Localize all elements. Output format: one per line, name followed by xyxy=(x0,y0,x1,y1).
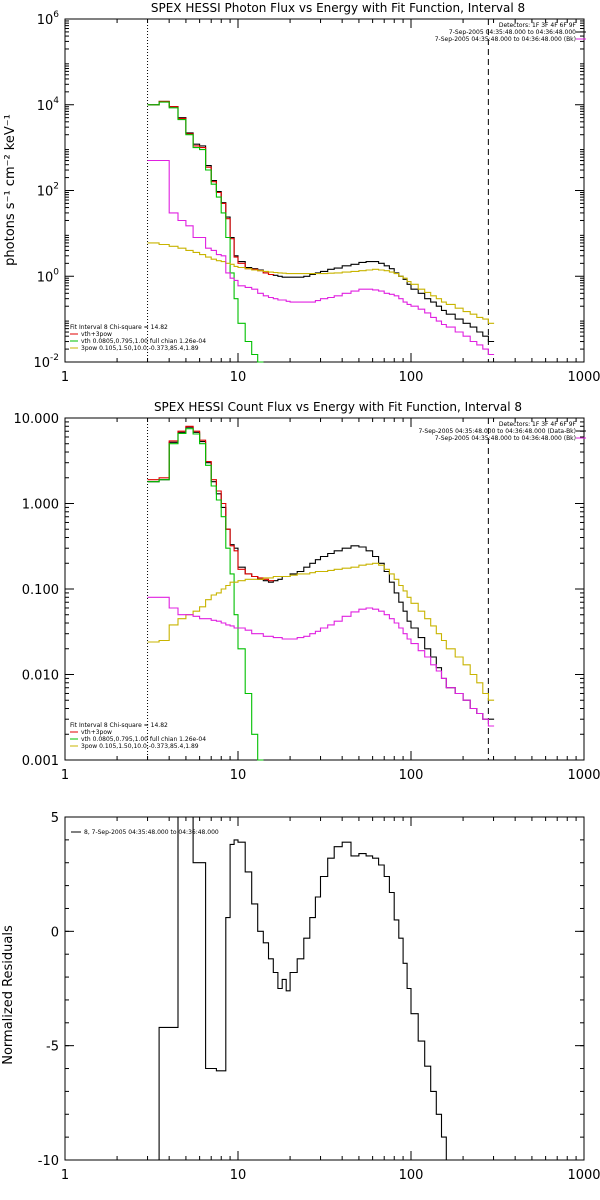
series-line-0 xyxy=(147,426,495,720)
y-tick-label: 5 xyxy=(51,811,59,826)
legend-label: vth+3pow xyxy=(81,729,112,736)
y-tick-label: 0.100 xyxy=(22,583,59,598)
x-tick-label: 1 xyxy=(61,1168,69,1183)
y-axis-label: photons s⁻¹ cm⁻² keV⁻¹ xyxy=(3,114,18,266)
x-tick-label: 10 xyxy=(230,768,247,783)
plot-area: 1 10 100 1000 10-2 100 102 104 106 Detectors: 1F … xyxy=(33,10,600,385)
y-tick-label: 10-2 xyxy=(33,353,59,371)
legend-label: 7-Sep-2005 04:35:48.000 to 04:36:48.000 … xyxy=(435,36,576,43)
legend-label: 7-Sep-2005 04:35:48.000 to 04:36:48.000 xyxy=(449,29,576,36)
count-flux-panel: SPEX HESSI Count Flux vs Energy with Fit… xyxy=(14,400,600,783)
series-line-0 xyxy=(147,100,495,343)
y-tick-label: 0.010 xyxy=(22,669,59,684)
legend-label: Fit Interval 8 Chi-square = 14.82 xyxy=(70,324,168,331)
y-axis-label: Normalized Residuals xyxy=(1,925,16,1065)
y-tick-label: -5 xyxy=(46,1040,59,1055)
y-tick-label: 106 xyxy=(37,10,60,28)
y-tick-label: 104 xyxy=(37,96,60,114)
residuals-panel: Normalized Residuals 1 10 100 1000 -10 -5 0 5 8,… xyxy=(1,811,600,1183)
x-tick-label: 1 xyxy=(61,768,69,783)
y-tick-label: 102 xyxy=(37,182,59,200)
x-tick-label: 1000 xyxy=(567,1168,600,1183)
x-tick-label: 100 xyxy=(399,1168,424,1183)
chart-title: SPEX HESSI Count Flux vs Energy with Fit… xyxy=(154,400,522,414)
series-line-0 xyxy=(147,816,495,1161)
x-tick-label: 100 xyxy=(399,370,424,385)
series-line-3 xyxy=(147,562,495,701)
x-tick-label: 10 xyxy=(230,1168,247,1183)
y-tick-label: 0.001 xyxy=(22,754,59,769)
legend-label: 3pow 0.105,1.50,10.0,-0.373,85.4,1.89 xyxy=(81,345,199,352)
y-tick-label: 10.000 xyxy=(14,412,60,427)
series-line-4 xyxy=(147,596,495,727)
plot-frame xyxy=(64,417,585,761)
legend-label: 7-Sep-2005 04:35:48.000 to 04:36:48.000 … xyxy=(435,435,576,442)
legend-label: vth 0.0805,0.795,1.00 full chian 1.26e-0… xyxy=(81,736,206,743)
series-line-2 xyxy=(147,101,264,363)
series-line-1 xyxy=(147,425,275,582)
legend-label: vth+3pow xyxy=(81,331,112,338)
chart-title: SPEX HESSI Photon Flux vs Energy with Fi… xyxy=(151,1,525,15)
y-tick-label: 1.000 xyxy=(22,498,59,513)
series-line-2 xyxy=(147,428,264,761)
legend-label: vth 0.0805,0.795,1.00 full chian 1.26e-0… xyxy=(81,338,206,345)
legend-label: Detectors: 1F 3F 4F 6F 9F xyxy=(499,22,577,29)
legend-label: 3pow 0.105,1.50,10.0,-0.373,85.4,1.89 xyxy=(81,743,199,750)
plot-area: 1 10 100 1000 0.001 0.010 0.100 1.000 10.000 Dete… xyxy=(14,412,600,783)
plot-frame xyxy=(64,816,585,1161)
plot-frame xyxy=(64,18,585,363)
x-tick-label: 10 xyxy=(230,370,247,385)
legend-label: 8, 7-Sep-2005 04:35:48.000 to 04:36:48.0… xyxy=(84,829,219,836)
series-line-4 xyxy=(147,159,495,356)
legend-label: Fit Interval 8 Chi-square = 14.82 xyxy=(70,722,168,729)
x-tick-label: 100 xyxy=(399,768,424,783)
photon-flux-panel: SPEX HESSI Photon Flux vs Energy with Fi… xyxy=(3,1,600,385)
x-tick-label: 1000 xyxy=(567,370,600,385)
y-tick-label: 100 xyxy=(37,267,60,285)
legend-label: Detectors: 1F 3F 4F 6F 9F xyxy=(499,421,577,428)
legend-label: 7-Sep-2005 04:35:48.000 to 04:36:48.000 … xyxy=(418,428,576,435)
y-tick-label: 0 xyxy=(51,925,59,940)
series-line-3 xyxy=(147,242,495,324)
plot-area: 1 10 100 1000 -10 -5 0 5 8, 7-Sep-2005 04:35:48.… xyxy=(38,811,600,1183)
x-tick-label: 1000 xyxy=(567,768,600,783)
x-tick-label: 1 xyxy=(61,370,69,385)
y-tick-label: -10 xyxy=(38,1154,59,1169)
